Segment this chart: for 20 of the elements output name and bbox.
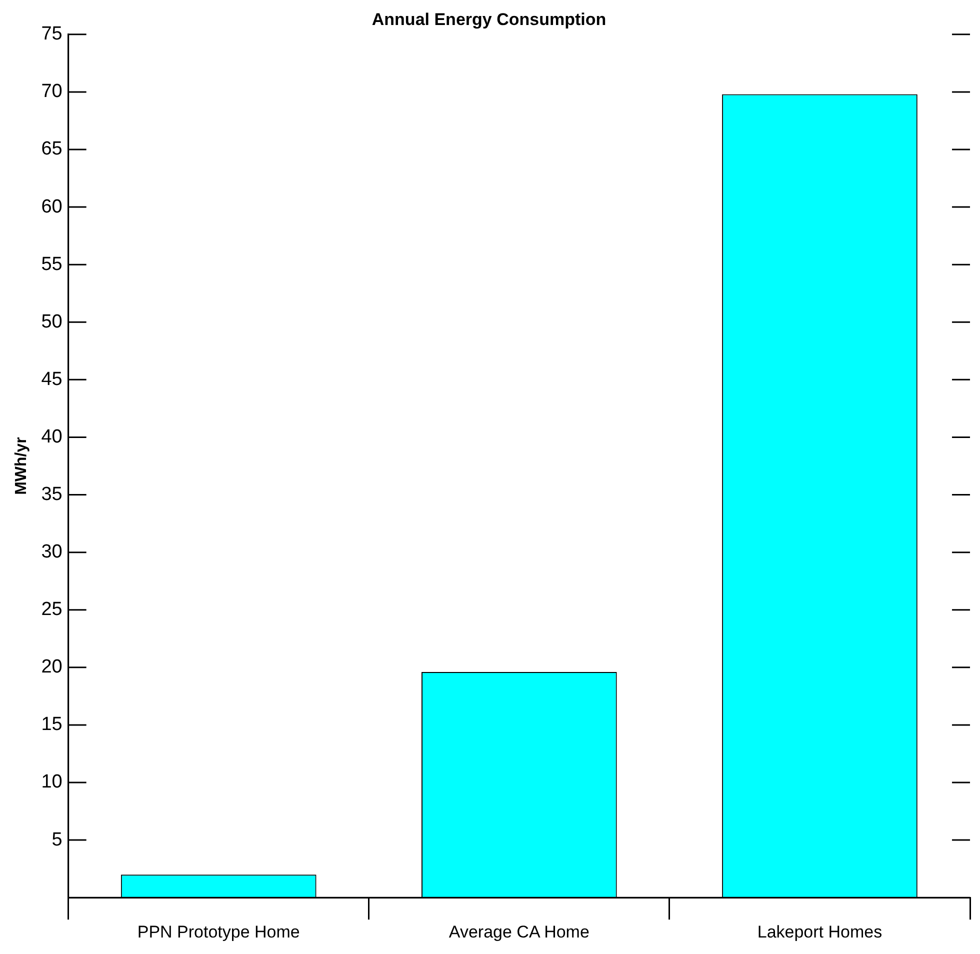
y-tick-label: 75 — [41, 24, 62, 45]
y-tick-label: 65 — [41, 138, 62, 160]
y-tick-label: 20 — [41, 656, 62, 678]
y-tick-label: 25 — [41, 599, 62, 620]
y-axis-title: MWh/yr — [13, 437, 30, 495]
x-tick-label: Lakeport Homes — [757, 922, 882, 942]
y-tick-label: 35 — [41, 484, 62, 506]
y-tick-label: 10 — [41, 772, 62, 793]
y-tick-label: 30 — [41, 542, 62, 563]
y-tick-label: 5 — [52, 829, 62, 850]
y-tick-label: 15 — [41, 714, 62, 736]
y-tick-label: 45 — [41, 368, 62, 390]
y-tick-label: 55 — [41, 254, 62, 275]
y-tick-label: 60 — [41, 196, 62, 218]
x-tick-label: Average CA Home — [448, 922, 590, 942]
y-tick-label: 70 — [41, 81, 62, 102]
y-tick-label: 50 — [41, 311, 62, 332]
x-tick-label: PPN Prototype Home — [137, 922, 300, 942]
chart-title: Annual Energy Consumption — [372, 10, 606, 29]
y-tick-label: 40 — [41, 426, 62, 448]
